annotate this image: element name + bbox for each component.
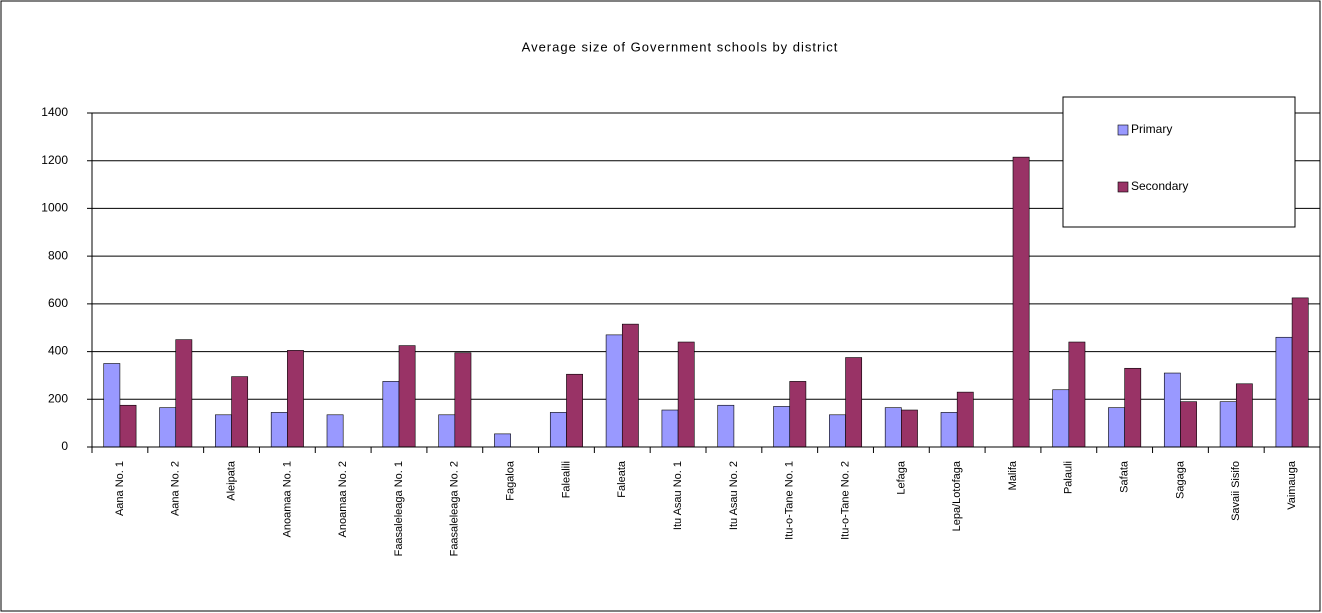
bar [956, 391, 974, 448]
bar [382, 381, 400, 448]
bar [159, 407, 177, 448]
bar [1124, 367, 1142, 448]
legend-box [1062, 96, 1296, 228]
bar [829, 414, 846, 448]
chart-title: Average size of Government schools by di… [522, 39, 839, 54]
bar [1163, 372, 1181, 448]
bar [494, 433, 511, 448]
bar [398, 345, 416, 448]
y-tick-label: 0 [61, 439, 68, 453]
x-tick-label: Aana No. 1 [114, 461, 126, 516]
y-tick-label: 600 [48, 296, 68, 310]
legend-swatch [1117, 124, 1129, 136]
x-tick-label: Malifa [1007, 460, 1019, 490]
x-tick-label: Aana No. 2 [170, 461, 182, 516]
bar [1012, 156, 1030, 448]
x-tick-label: Lepa/Lotofaga [951, 460, 963, 531]
bar [605, 334, 623, 448]
x-tick-label: Fagaloa [505, 460, 517, 501]
bar [1235, 383, 1253, 448]
x-tick-label: Aleipata [225, 460, 237, 501]
bar [773, 406, 791, 448]
bar [103, 363, 121, 448]
bar [940, 412, 958, 448]
bar [621, 323, 639, 448]
legend-label: Secondary [1131, 179, 1188, 193]
bar [270, 412, 288, 448]
bar [438, 414, 456, 448]
bar [454, 352, 472, 448]
bar [884, 407, 902, 448]
bar [661, 409, 679, 448]
x-tick-label: Safata [1119, 460, 1131, 493]
x-tick-label: Sagaga [1174, 460, 1186, 499]
x-tick-label: Falealili [560, 461, 572, 498]
bar [215, 414, 232, 448]
y-tick-label: 200 [48, 391, 68, 405]
y-tick-label: 400 [48, 344, 68, 358]
bar [1180, 401, 1197, 448]
x-tick-label: Lefaga [895, 460, 907, 495]
x-tick-label: Itu Asau No. 1 [672, 461, 684, 530]
x-tick-label: Anoamaa No. 1 [281, 461, 293, 537]
x-tick-label: Faasaleleaga No. 2 [449, 461, 461, 556]
bar [677, 341, 695, 448]
bar [566, 373, 583, 448]
bar [789, 381, 807, 448]
x-tick-label: Itu-o-Tane No. 1 [784, 461, 796, 540]
x-tick-label: Anoamaa No. 2 [337, 461, 349, 537]
legend-label: Primary [1131, 122, 1172, 136]
bar [175, 339, 193, 448]
y-tick-label: 1200 [41, 153, 68, 167]
bar [326, 414, 344, 448]
bar [287, 350, 304, 448]
bar [1219, 401, 1237, 448]
bar [717, 404, 735, 448]
bar [1291, 297, 1309, 448]
bar [549, 412, 567, 448]
x-tick-label: Faasaleleaga No. 1 [393, 461, 405, 556]
x-tick-label: Savaii Sisifo [1230, 461, 1242, 521]
x-tick-label: Vaimauga [1286, 460, 1298, 510]
bar [1068, 341, 1086, 448]
x-tick-label: Palauli [1063, 461, 1075, 494]
y-tick-label: 1400 [41, 105, 68, 119]
y-tick-label: 1000 [41, 201, 68, 215]
legend-swatch [1117, 181, 1129, 193]
bar [1275, 336, 1293, 448]
x-tick-label: Itu-o-Tane No. 2 [839, 461, 851, 540]
x-tick-label: Itu Asau No. 2 [728, 461, 740, 530]
x-tick-label: Faleata [616, 460, 628, 498]
bar [845, 357, 863, 448]
bar [1108, 407, 1125, 448]
bar [231, 376, 249, 448]
bar [119, 404, 137, 448]
y-tick-label: 800 [48, 248, 68, 262]
bar [1052, 389, 1070, 448]
bar [901, 409, 918, 448]
